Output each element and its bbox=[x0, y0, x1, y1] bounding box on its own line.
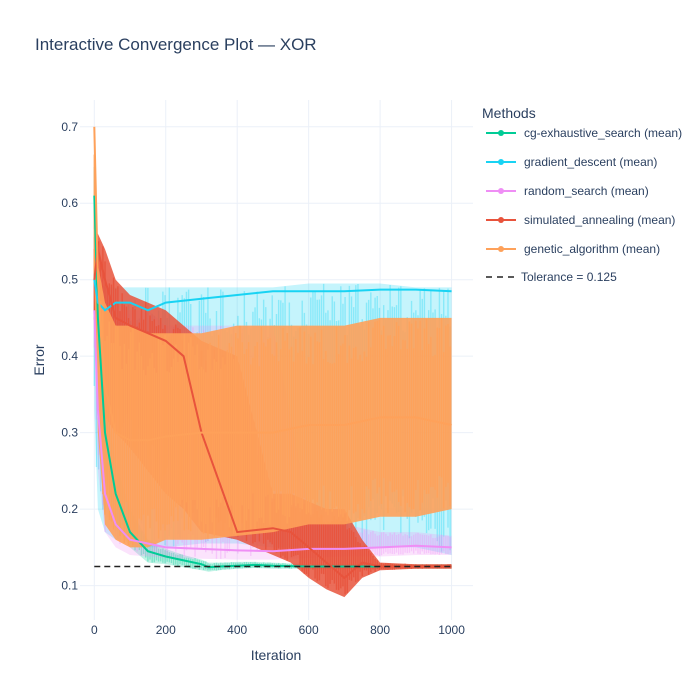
y-tick-label: 0.6 bbox=[61, 196, 78, 210]
y-tick-label: 0.3 bbox=[61, 426, 78, 440]
legend-label: Tolerance = 0.125 bbox=[521, 270, 617, 284]
y-tick-label: 0.5 bbox=[61, 273, 78, 287]
legend-label: cg-exhaustive_search (mean) bbox=[524, 126, 682, 140]
legend-marker bbox=[498, 130, 504, 136]
plot-area bbox=[80, 100, 473, 620]
legend-item-tolerance[interactable]: Tolerance = 0.125 bbox=[486, 270, 617, 284]
chart-title: Interactive Convergence Plot — XOR bbox=[35, 35, 317, 54]
x-axis-title: Iteration bbox=[251, 647, 302, 663]
legend-label: genetic_algorithm (mean) bbox=[524, 242, 660, 256]
x-axis-ticks: 0 200 400 600 800 1000 bbox=[91, 623, 465, 637]
y-axis-ticks: 0.1 0.2 0.3 0.4 0.5 0.6 0.7 bbox=[61, 120, 78, 593]
legend-item-0[interactable]: cg-exhaustive_search (mean) bbox=[486, 126, 682, 140]
legend-item-3[interactable]: simulated_annealing (mean) bbox=[486, 213, 675, 227]
x-tick-label: 400 bbox=[227, 623, 247, 637]
mean-line-4 bbox=[93, 126, 452, 442]
x-tick-label: 800 bbox=[370, 623, 390, 637]
x-tick-label: 0 bbox=[91, 623, 98, 637]
y-tick-label: 0.1 bbox=[61, 579, 78, 593]
legend[interactable]: Methods cg-exhaustive_search (mean) gradi… bbox=[482, 105, 682, 284]
legend-item-4[interactable]: genetic_algorithm (mean) bbox=[486, 242, 660, 256]
y-axis-title: Error bbox=[31, 344, 47, 375]
x-tick-label: 600 bbox=[299, 623, 319, 637]
legend-label: random_search (mean) bbox=[524, 184, 649, 198]
legend-marker bbox=[498, 217, 504, 223]
mean-line-2 bbox=[93, 310, 452, 553]
mean-line-3 bbox=[93, 248, 452, 580]
legend-marker bbox=[498, 188, 504, 194]
legend-label: gradient_descent (mean) bbox=[524, 155, 657, 169]
x-tick-label: 200 bbox=[156, 623, 176, 637]
y-tick-label: 0.7 bbox=[61, 120, 78, 134]
legend-title: Methods bbox=[482, 105, 536, 121]
legend-marker bbox=[498, 159, 504, 165]
legend-item-2[interactable]: random_search (mean) bbox=[486, 184, 649, 198]
mean-line-1 bbox=[93, 279, 452, 312]
legend-marker bbox=[498, 246, 504, 252]
y-tick-label: 0.2 bbox=[61, 502, 78, 516]
legend-item-1[interactable]: gradient_descent (mean) bbox=[486, 155, 657, 169]
x-tick-label: 1000 bbox=[438, 623, 465, 637]
error-bands bbox=[93, 126, 452, 598]
y-tick-label: 0.4 bbox=[61, 349, 78, 363]
legend-items[interactable]: cg-exhaustive_search (mean) gradient_desc… bbox=[486, 126, 682, 284]
legend-label: simulated_annealing (mean) bbox=[524, 213, 675, 227]
